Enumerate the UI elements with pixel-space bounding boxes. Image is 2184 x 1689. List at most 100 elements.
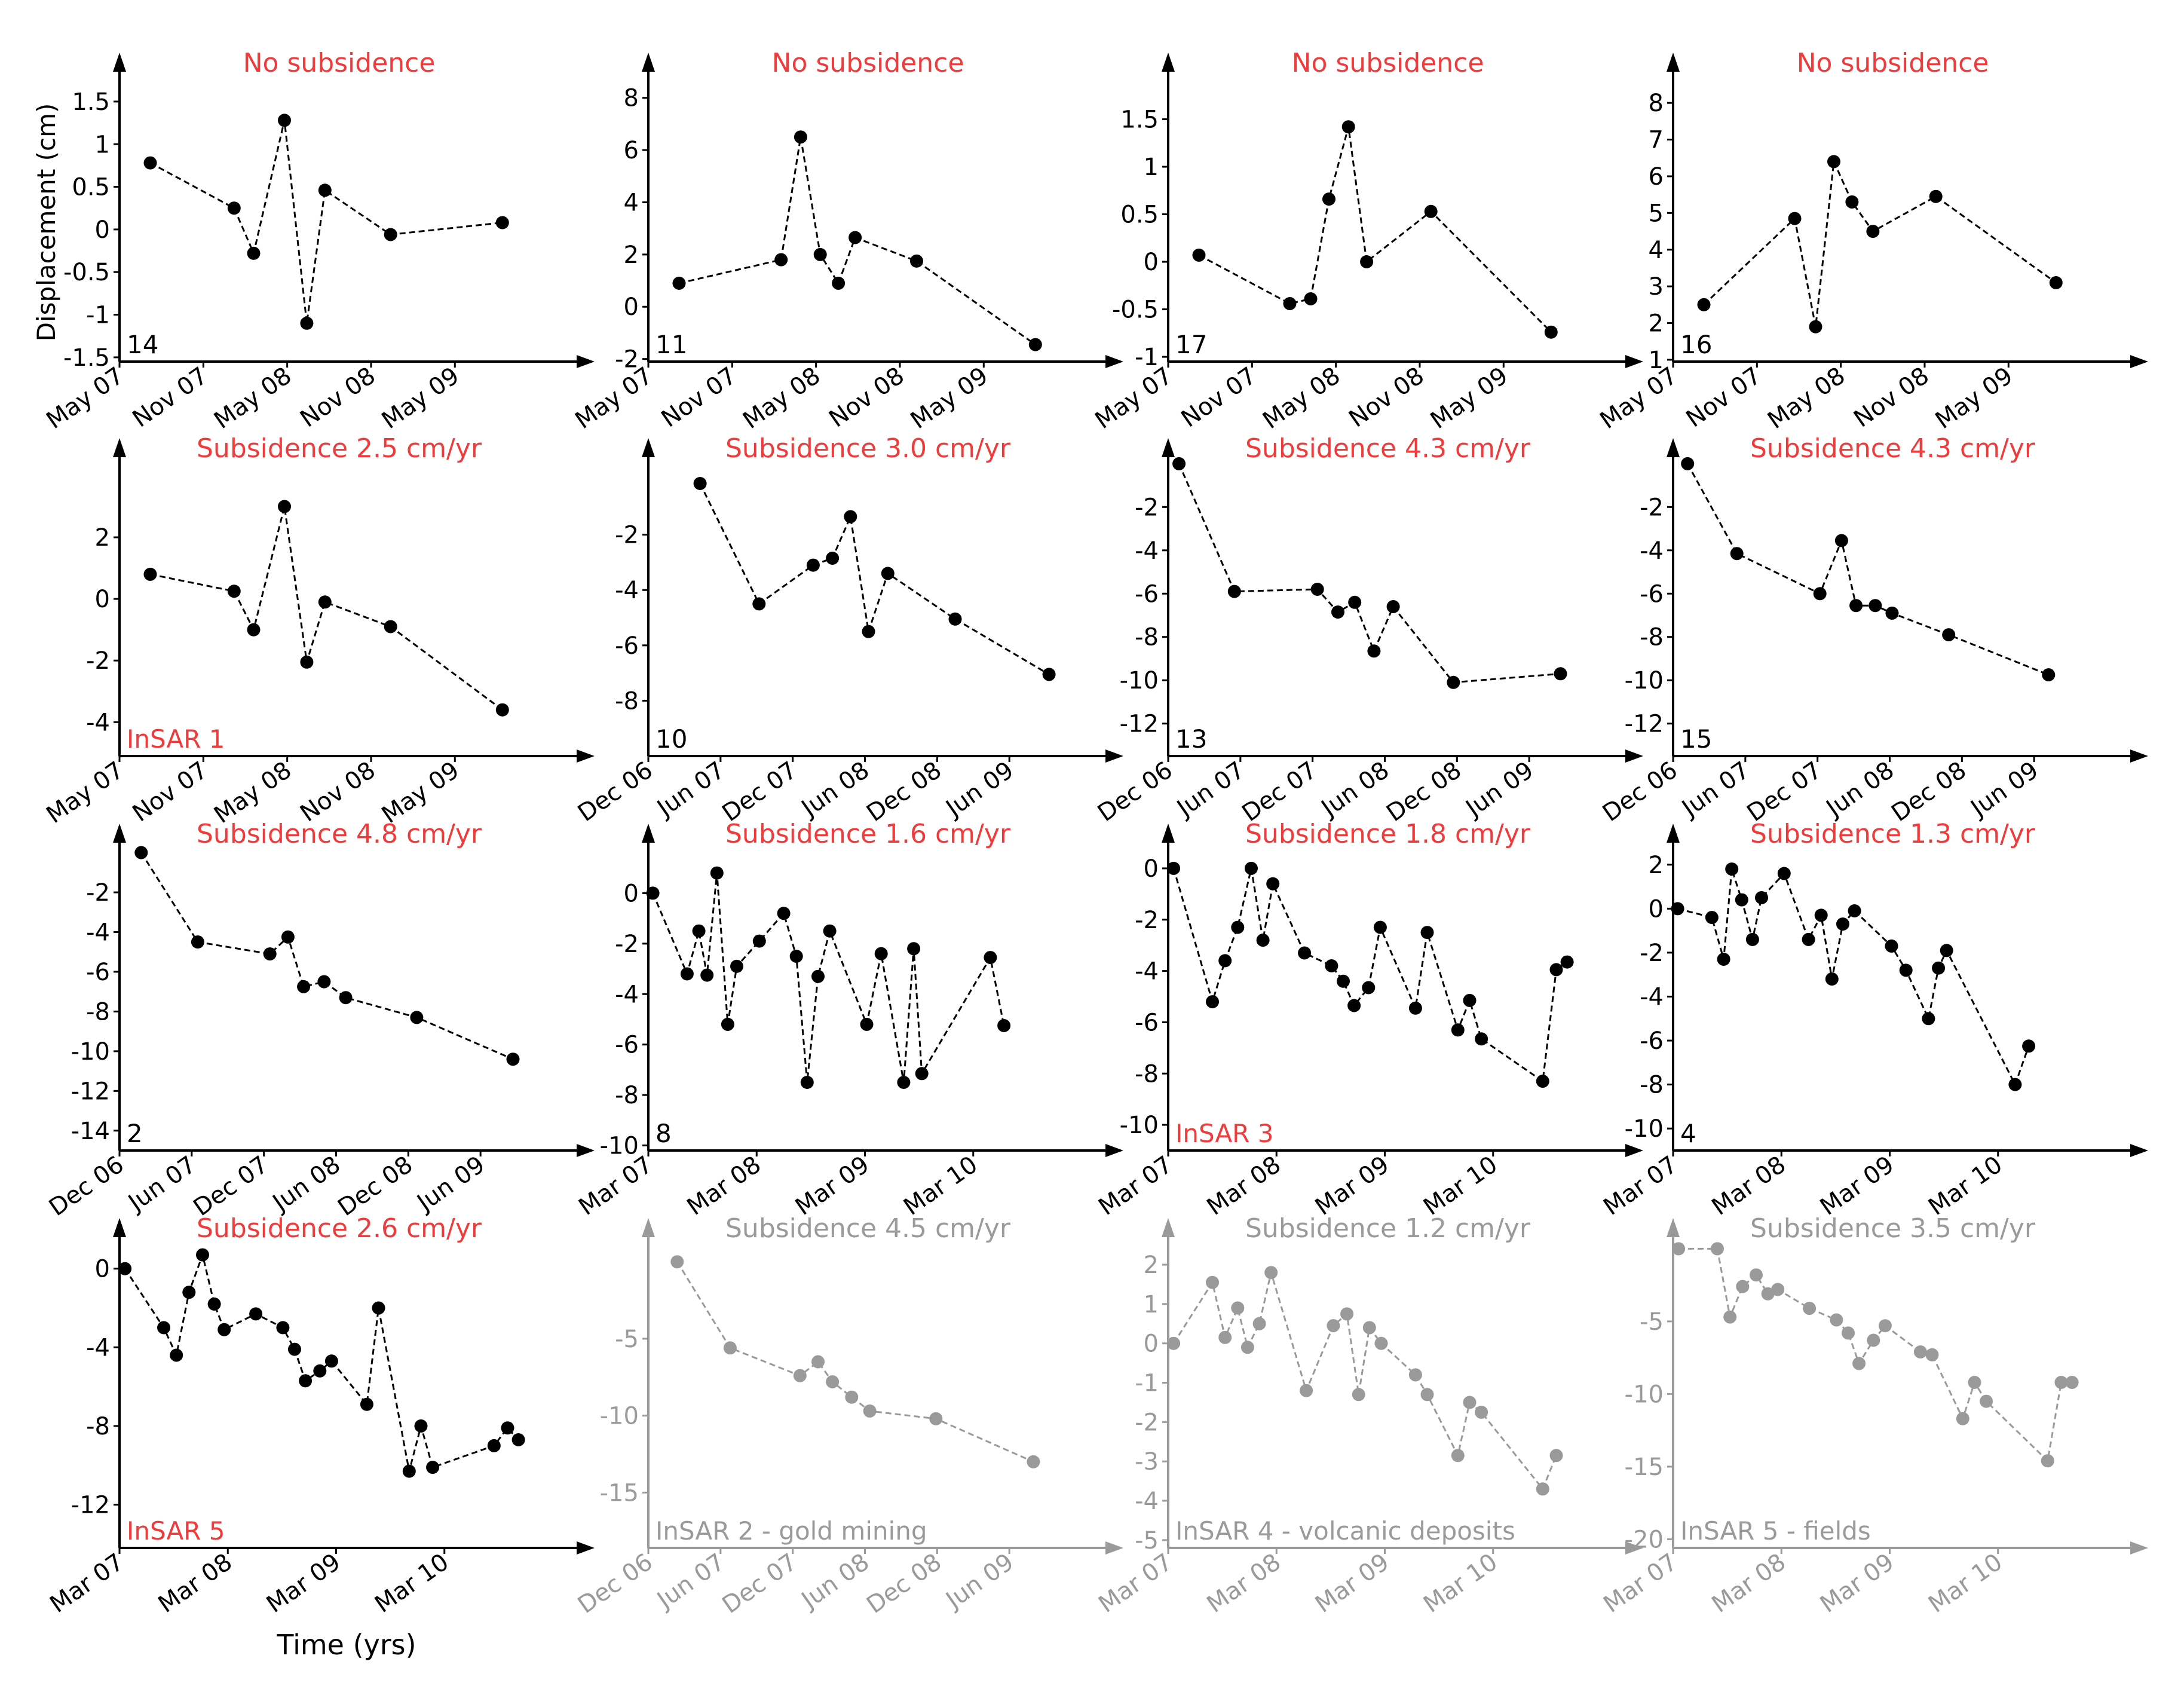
x-tick-label: Mar 09 <box>262 1549 345 1618</box>
data-point <box>1671 902 1684 916</box>
y-tick-label: -2 <box>615 522 639 549</box>
x-tick-label: Mar 08 <box>1707 1151 1791 1221</box>
y-tick-label: 2 <box>95 524 110 552</box>
data-point <box>1218 1330 1232 1344</box>
data-point <box>1925 1348 1939 1361</box>
data-point <box>276 1321 290 1335</box>
data-point <box>1830 1313 1843 1327</box>
y-tick-label: 0.5 <box>1120 201 1159 229</box>
x-axis-arrow <box>577 749 595 763</box>
y-tick-label: -8 <box>615 1082 639 1109</box>
subplot-title: Subsidence 4.3 cm/yr <box>1750 433 2036 464</box>
data-point <box>1310 583 1324 596</box>
x-tick-label: May 08 <box>1763 362 1850 435</box>
data-point <box>2041 1454 2054 1468</box>
y-tick-label: -4 <box>86 919 110 947</box>
data-point <box>2022 1039 2036 1053</box>
data-point <box>1172 457 1186 470</box>
panel-label: InSAR 3 <box>1175 1119 1273 1148</box>
subplot-title: No subsidence <box>1292 48 1484 78</box>
data-point <box>1849 599 1863 613</box>
data-point <box>1725 862 1739 876</box>
y-tick-label: -6 <box>1640 1027 1664 1055</box>
data-point <box>1475 1032 1488 1046</box>
x-tick-label: Jun 09 <box>1460 757 1539 824</box>
y-tick-label: 1 <box>1144 1291 1159 1318</box>
data-point <box>800 1076 814 1089</box>
data-point <box>1788 212 1802 225</box>
x-tick-label: Mar 09 <box>791 1151 874 1221</box>
panel-label: InSAR 2 - gold mining <box>655 1516 927 1546</box>
y-tick-label: -2 <box>86 647 110 675</box>
data-point <box>501 1421 514 1435</box>
x-tick-label: Nov 08 <box>1344 362 1429 433</box>
x-tick-label: Mar 07 <box>1093 1549 1177 1618</box>
data-point <box>1256 934 1270 947</box>
x-tick-label: Dec 06 <box>44 1151 129 1222</box>
y-tick-label: -10 <box>1120 667 1159 694</box>
x-tick-label: Mar 08 <box>1707 1549 1791 1618</box>
data-point <box>506 1052 520 1066</box>
x-tick-label: Jun 08 <box>267 1151 345 1218</box>
x-tick-label: Mar 07 <box>574 1151 657 1221</box>
y-axis-arrow <box>1162 1218 1175 1237</box>
data-point <box>826 552 840 565</box>
y-tick-label: -14 <box>71 1118 110 1145</box>
x-tick-label: Dec 06 <box>573 757 658 828</box>
data-point <box>1420 1388 1434 1402</box>
y-tick-label: 2 <box>624 241 639 269</box>
x-tick-label: Dec 07 <box>1742 757 1827 828</box>
data-point <box>2065 1376 2079 1389</box>
series-line <box>1678 1247 2072 1463</box>
y-tick-label: 0 <box>95 1256 110 1283</box>
x-tick-label: May 09 <box>906 362 993 435</box>
y-tick-label: -2 <box>1640 494 1664 521</box>
y-tick-label: -5 <box>615 1326 639 1353</box>
data-point <box>1408 1001 1422 1015</box>
x-tick-label: Mar 07 <box>1598 1549 1682 1618</box>
data-point <box>157 1321 170 1335</box>
data-point <box>1730 547 1744 561</box>
panel-label: InSAR 5 - fields <box>1680 1516 1871 1546</box>
data-point <box>134 846 148 859</box>
panel-label: 17 <box>1175 330 1207 359</box>
x-tick-label: Mar 10 <box>1419 1151 1502 1221</box>
data-point <box>414 1419 428 1433</box>
subplot-title: Subsidence 1.8 cm/yr <box>1245 819 1531 849</box>
y-tick-label: -20 <box>1625 1526 1664 1553</box>
x-tick-label: Mar 08 <box>154 1549 237 1618</box>
data-point <box>752 934 766 948</box>
data-point <box>752 597 766 611</box>
y-tick-label: -10 <box>1625 1115 1664 1143</box>
y-tick-label: 0 <box>1649 895 1664 923</box>
data-point <box>646 886 660 900</box>
data-point <box>402 1464 416 1478</box>
x-tick-label: Mar 10 <box>370 1549 454 1618</box>
data-point <box>1451 1023 1465 1037</box>
panel-label: InSAR 5 <box>127 1516 225 1546</box>
data-point <box>1869 599 1882 613</box>
x-tick-label: Mar 08 <box>1202 1151 1286 1221</box>
series-line <box>699 483 1050 675</box>
data-point <box>1360 255 1374 268</box>
data-point <box>897 1076 911 1089</box>
y-tick-label: -5 <box>1135 1527 1159 1555</box>
x-tick-label: May 09 <box>377 757 464 830</box>
y-tick-label: -0.5 <box>63 259 110 286</box>
panel-label: InSAR 1 <box>127 724 225 754</box>
x-tick-label: Dec 06 <box>1093 757 1178 828</box>
series-line <box>1703 158 2057 327</box>
y-tick-label: 1 <box>95 131 110 158</box>
x-tick-label: Mar 10 <box>899 1151 982 1221</box>
data-point <box>806 558 820 572</box>
y-tick-label: -2 <box>1135 494 1159 521</box>
x-tick-label: Nov 07 <box>128 757 213 828</box>
data-point <box>794 130 807 144</box>
data-point <box>1028 338 1042 351</box>
x-tick-label: Mar 10 <box>1923 1151 2007 1221</box>
y-tick-label: -0.5 <box>1112 296 1159 324</box>
data-point <box>1463 1396 1477 1409</box>
